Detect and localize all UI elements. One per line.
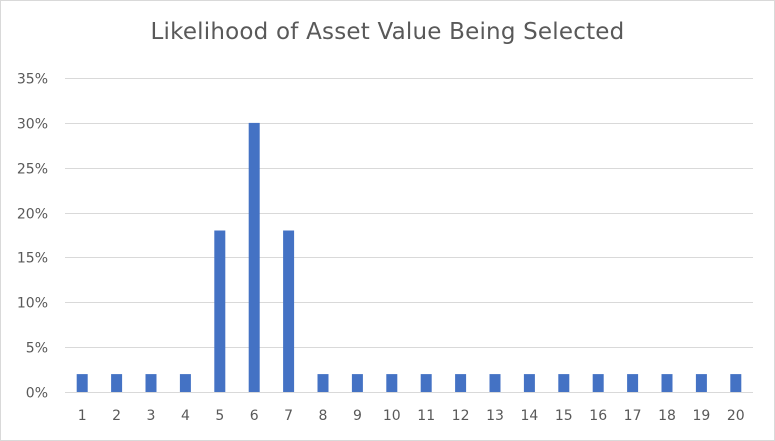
x-tick-label: 5	[215, 408, 224, 424]
x-tick-label: 8	[319, 408, 328, 424]
chart-title: Likelihood of Asset Value Being Selected	[150, 19, 625, 45]
bar-2	[111, 374, 123, 392]
x-tick-label: 1	[78, 408, 87, 424]
y-tick-label: 20%	[17, 207, 48, 223]
y-tick-label: 15%	[17, 251, 48, 267]
bar-15	[558, 374, 570, 392]
bar-19	[695, 374, 707, 392]
x-tick-label: 19	[692, 408, 710, 424]
x-tick-label: 6	[250, 408, 259, 424]
x-tick-label: 2	[112, 408, 121, 424]
x-tick-label: 12	[452, 408, 470, 424]
x-tick-label: 15	[555, 408, 573, 424]
bar-7	[283, 230, 295, 392]
bar-4	[179, 374, 191, 392]
bar-17	[627, 374, 639, 392]
x-tick-label: 9	[353, 408, 362, 424]
x-tick-label: 16	[589, 408, 607, 424]
bar-10	[386, 374, 398, 392]
bar-1	[76, 374, 88, 392]
y-tick-label: 25%	[17, 162, 48, 178]
y-tick-label: 5%	[26, 341, 48, 357]
x-tick-label: 4	[181, 408, 190, 424]
y-tick-label: 0%	[26, 386, 48, 402]
bar-9	[351, 374, 363, 392]
bar-5	[214, 230, 226, 392]
x-tick-label: 7	[284, 408, 293, 424]
x-tick-label: 17	[624, 408, 642, 424]
bar-3	[145, 374, 157, 392]
y-tick-label: 30%	[17, 117, 48, 133]
x-tick-label: 13	[486, 408, 504, 424]
x-tick-label: 11	[417, 408, 435, 424]
x-tick-label: 3	[147, 408, 156, 424]
x-tick-label: 18	[658, 408, 676, 424]
x-tick-label: 14	[520, 408, 538, 424]
bar-18	[661, 374, 673, 392]
y-tick-label: 10%	[17, 296, 48, 312]
bar-6	[248, 122, 260, 393]
bar-13	[489, 374, 501, 392]
y-tick-label: 35%	[17, 72, 48, 88]
x-tick-label: 10	[383, 408, 401, 424]
bar-11	[420, 374, 432, 392]
bar-16	[592, 374, 604, 392]
bar-20	[730, 374, 742, 392]
bar-12	[455, 374, 467, 392]
bar-14	[523, 374, 535, 392]
bar-8	[317, 374, 329, 392]
x-tick-label: 20	[727, 408, 745, 424]
